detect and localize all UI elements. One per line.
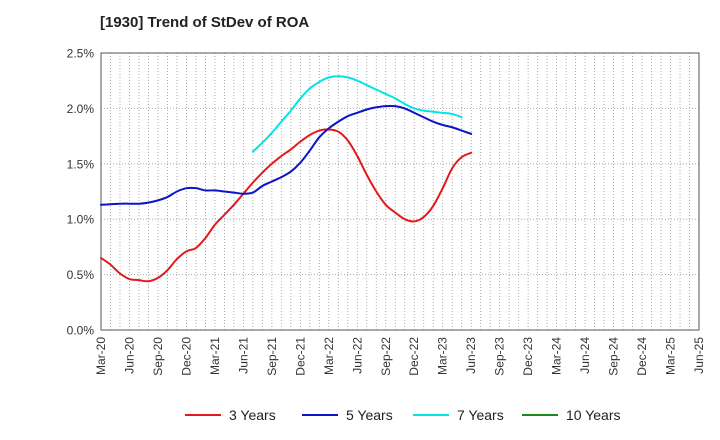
x-tick-label: Dec-21 — [293, 337, 307, 376]
y-tick-label: 2.0% — [67, 102, 95, 116]
roa-stdev-chart: 0.0% 0.5% 1.0% 1.5% 2.0% 2.5% Mar-20 Jun-20 Sep-… — [67, 47, 706, 376]
x-tick-label: Mar-25 — [664, 337, 678, 375]
x-tick-label: Mar-20 — [94, 337, 108, 375]
legend-label-5-years: 5 Years — [346, 407, 393, 423]
x-tick-label: Sep-20 — [151, 337, 165, 376]
chart-legend: 3 Years 5 Years 7 Years 10 Years — [0, 404, 720, 426]
series-line-5-years — [100, 104, 473, 206]
x-tick-label: Jun-20 — [122, 337, 136, 374]
legend-item-3-years: 3 Years — [185, 404, 276, 426]
x-tick-label: Mar-23 — [436, 337, 450, 375]
y-tick-label: 2.5% — [67, 47, 95, 61]
x-tick-label: Dec-20 — [179, 337, 193, 376]
x-tick-label: Sep-24 — [607, 337, 621, 376]
x-tick-label: Jun-25 — [692, 337, 706, 374]
y-tick-label: 1.0% — [67, 213, 95, 227]
legend-label-7-years: 7 Years — [457, 407, 504, 423]
x-tick-label: Mar-24 — [550, 337, 564, 375]
x-tick-label: Mar-21 — [208, 337, 222, 375]
x-tick-label: Dec-22 — [407, 337, 421, 376]
chart-title: [1930] Trend of StDev of ROA — [100, 14, 310, 31]
legend-swatch-7-years — [413, 414, 449, 416]
legend-item-5-years: 5 Years — [302, 404, 393, 426]
y-tick-label: 0.0% — [67, 324, 95, 338]
plot-area-border — [100, 52, 700, 331]
x-tick-label: Dec-24 — [635, 337, 649, 376]
legend-swatch-3-years — [185, 414, 221, 416]
series-line-3-years — [100, 128, 473, 283]
x-tick-label: Jun-22 — [350, 337, 364, 374]
x-tick-label: Mar-22 — [322, 337, 336, 375]
legend-label-10-years: 10 Years — [566, 407, 621, 423]
y-tick-label: 0.5% — [67, 268, 95, 282]
x-tick-label: Sep-22 — [379, 337, 393, 376]
x-tick-label: Dec-23 — [521, 337, 535, 376]
x-tick-label: Jun-23 — [464, 337, 478, 374]
legend-swatch-5-years — [302, 414, 338, 416]
x-tick-label: Jun-21 — [236, 337, 250, 374]
legend-item-10-years: 10 Years — [522, 404, 621, 426]
x-tick-label: Sep-21 — [265, 337, 279, 376]
x-tick-label: Sep-23 — [493, 337, 507, 376]
legend-label-3-years: 3 Years — [229, 407, 276, 423]
legend-swatch-10-years — [522, 414, 558, 416]
y-tick-label: 1.5% — [67, 157, 95, 171]
series-line-7-years — [251, 75, 463, 153]
legend-item-7-years: 7 Years — [413, 404, 504, 426]
x-tick-label: Jun-24 — [578, 337, 592, 374]
